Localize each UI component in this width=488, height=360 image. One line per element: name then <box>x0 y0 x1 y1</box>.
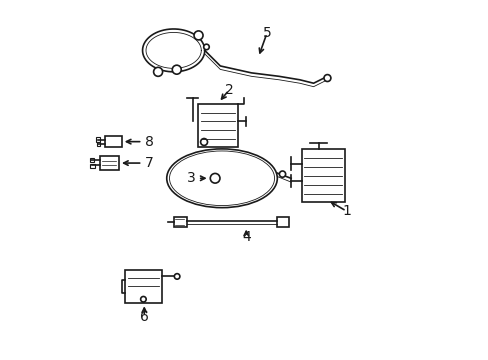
Text: 6: 6 <box>140 310 148 324</box>
Circle shape <box>174 274 180 279</box>
Bar <box>198 104 237 147</box>
Text: 1: 1 <box>341 204 350 218</box>
Circle shape <box>153 67 163 76</box>
Bar <box>301 149 344 202</box>
Text: 2: 2 <box>224 83 233 97</box>
Text: 7: 7 <box>145 156 154 170</box>
Bar <box>125 270 161 303</box>
Bar <box>100 156 119 170</box>
Bar <box>104 136 122 147</box>
Circle shape <box>172 65 181 74</box>
Text: 5: 5 <box>262 26 271 40</box>
Circle shape <box>324 75 330 81</box>
Circle shape <box>210 174 220 183</box>
Bar <box>277 217 289 228</box>
Circle shape <box>194 31 203 40</box>
Bar <box>173 217 186 228</box>
Bar <box>89 158 94 162</box>
Text: 8: 8 <box>145 135 154 149</box>
Bar <box>97 142 100 146</box>
Circle shape <box>279 171 285 177</box>
Text: 4: 4 <box>242 230 250 244</box>
Bar <box>90 164 94 168</box>
Circle shape <box>203 44 209 50</box>
Circle shape <box>200 139 207 145</box>
Text: 3: 3 <box>186 171 195 185</box>
Circle shape <box>141 297 146 302</box>
Bar <box>96 138 100 141</box>
